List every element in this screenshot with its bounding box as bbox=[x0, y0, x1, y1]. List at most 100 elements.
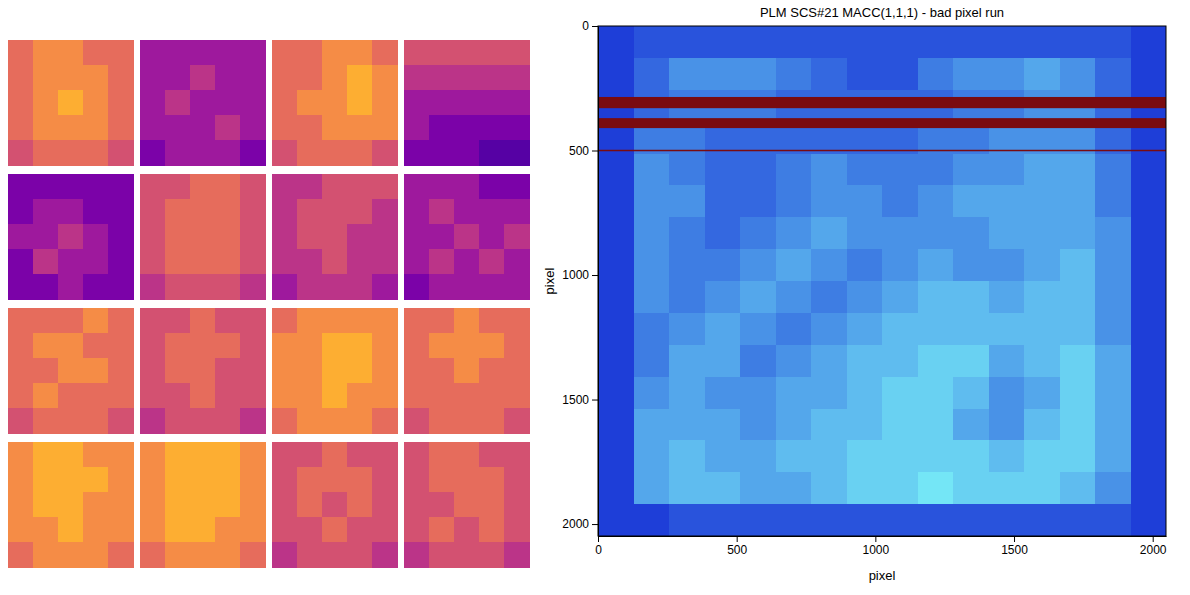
cell bbox=[272, 517, 298, 543]
cell bbox=[479, 358, 505, 384]
cell bbox=[1060, 377, 1096, 409]
cell bbox=[322, 40, 348, 66]
cell bbox=[740, 440, 776, 472]
cell bbox=[669, 249, 705, 281]
cell bbox=[140, 40, 166, 66]
cell bbox=[479, 140, 505, 166]
cell bbox=[108, 65, 134, 91]
cell bbox=[882, 185, 918, 217]
cell bbox=[989, 217, 1025, 249]
tick: 1000 bbox=[562, 268, 598, 282]
cell bbox=[272, 90, 298, 116]
cell bbox=[1060, 154, 1096, 186]
cell bbox=[634, 26, 670, 58]
cell bbox=[504, 40, 530, 66]
cell bbox=[634, 472, 670, 504]
cell bbox=[882, 472, 918, 504]
cell bbox=[190, 199, 216, 225]
cell bbox=[33, 408, 59, 434]
cell bbox=[240, 274, 266, 300]
bad-row-band bbox=[598, 118, 1166, 128]
cell bbox=[989, 154, 1025, 186]
cell bbox=[740, 377, 776, 409]
cell bbox=[918, 217, 954, 249]
cell bbox=[847, 249, 883, 281]
cell bbox=[58, 308, 84, 334]
cell bbox=[272, 308, 298, 334]
cell bbox=[372, 249, 398, 275]
cell bbox=[322, 408, 348, 434]
cell bbox=[8, 542, 34, 568]
cell bbox=[215, 140, 241, 166]
cell bbox=[882, 249, 918, 281]
cell bbox=[479, 90, 505, 116]
cell bbox=[989, 377, 1025, 409]
cell bbox=[322, 467, 348, 493]
cell bbox=[1024, 185, 1060, 217]
cell bbox=[190, 115, 216, 141]
cell bbox=[669, 504, 705, 536]
cell bbox=[215, 492, 241, 518]
tick-label: 500 bbox=[569, 144, 589, 158]
cell bbox=[8, 467, 34, 493]
cell bbox=[847, 185, 883, 217]
cell bbox=[454, 65, 480, 91]
cell bbox=[634, 377, 670, 409]
cell bbox=[1024, 26, 1060, 58]
tick-mark bbox=[592, 26, 598, 27]
cell bbox=[634, 409, 670, 441]
cell bbox=[811, 26, 847, 58]
cell bbox=[322, 308, 348, 334]
cell bbox=[634, 249, 670, 281]
cell bbox=[165, 199, 191, 225]
cell bbox=[58, 115, 84, 141]
cell bbox=[297, 40, 323, 66]
thumbnail bbox=[404, 174, 530, 300]
cell bbox=[1024, 504, 1060, 536]
cell bbox=[634, 154, 670, 186]
cell bbox=[598, 504, 634, 536]
cell bbox=[918, 58, 954, 90]
cell bbox=[598, 26, 634, 58]
cell bbox=[165, 249, 191, 275]
cell bbox=[322, 90, 348, 116]
cell bbox=[58, 40, 84, 66]
cell bbox=[1131, 281, 1167, 313]
cell bbox=[404, 224, 430, 250]
cell bbox=[989, 313, 1025, 345]
cell bbox=[83, 383, 109, 409]
cell bbox=[598, 345, 634, 377]
cell bbox=[108, 333, 134, 359]
cell bbox=[669, 440, 705, 472]
cell bbox=[33, 224, 59, 250]
cell bbox=[33, 442, 59, 468]
cell bbox=[240, 90, 266, 116]
cell bbox=[776, 154, 812, 186]
cell bbox=[429, 65, 455, 91]
cell bbox=[165, 333, 191, 359]
cell bbox=[165, 358, 191, 384]
cell bbox=[190, 467, 216, 493]
cell bbox=[634, 313, 670, 345]
cell bbox=[918, 154, 954, 186]
cell bbox=[918, 313, 954, 345]
cell bbox=[297, 274, 323, 300]
cell bbox=[83, 358, 109, 384]
tick: 1500 bbox=[1001, 536, 1028, 557]
cell bbox=[989, 58, 1025, 90]
cell bbox=[33, 140, 59, 166]
heatmap bbox=[598, 26, 1166, 536]
x-axis-title: pixel bbox=[869, 568, 896, 583]
cell bbox=[215, 274, 241, 300]
cell bbox=[140, 492, 166, 518]
cell bbox=[479, 274, 505, 300]
tick-label: 0 bbox=[595, 543, 602, 557]
cell bbox=[705, 440, 741, 472]
tick: 2000 bbox=[562, 517, 598, 531]
cell bbox=[108, 408, 134, 434]
cell bbox=[297, 442, 323, 468]
cell bbox=[58, 90, 84, 116]
thumbnail bbox=[8, 174, 134, 300]
cell bbox=[953, 58, 989, 90]
cell bbox=[108, 249, 134, 275]
